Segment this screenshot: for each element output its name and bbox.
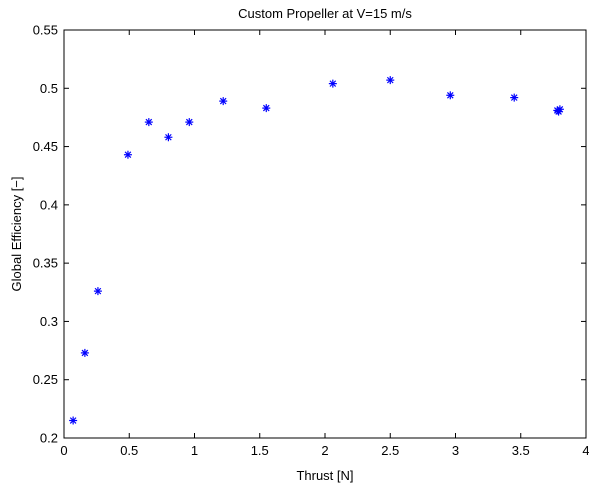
chart-title: Custom Propeller at V=15 m/s [238,6,412,21]
data-point [554,107,563,116]
y-tick-label: 0.5 [40,81,58,96]
y-tick-label: 0.45 [33,139,58,154]
x-tick-label: 1 [191,443,198,458]
data-point [164,133,173,142]
x-tick-label: 0 [60,443,67,458]
x-tick-label: 3.5 [512,443,530,458]
data-points [69,76,564,425]
axis-ticks [63,29,587,439]
data-point [510,93,519,102]
y-tick-label: 0.35 [33,256,58,271]
y-tick-label: 0.2 [40,431,58,446]
plot-area [63,29,587,439]
x-tick-label: 0.5 [120,443,138,458]
data-point [446,91,455,100]
y-tick-label: 0.55 [33,23,58,38]
tick-labels: 0 0.5 1 1.5 2 2.5 3 3.5 4 0.2 0.25 0.3 0.35 0.4 0.45 0.… [33,23,589,459]
data-point [386,76,395,85]
y-tick-label: 0.4 [40,197,58,212]
data-point [80,348,89,357]
y-axis-label: Global Efficiency [−] [9,176,24,291]
data-point [93,287,102,296]
data-point [144,118,153,127]
x-tick-label: 3 [452,443,459,458]
data-point [123,150,132,159]
x-tick-label: 2.5 [381,443,399,458]
data-point [69,416,78,425]
x-tick-label: 1.5 [251,443,269,458]
x-tick-label: 2 [321,443,328,458]
data-point [185,118,194,127]
y-tick-label: 0.3 [40,314,58,329]
y-tick-label: 0.25 [33,372,58,387]
x-tick-label: 4 [582,443,589,458]
data-point [262,104,271,113]
x-axis-label: Thrust [N] [296,468,353,483]
data-point [219,97,228,106]
data-point [328,79,337,88]
